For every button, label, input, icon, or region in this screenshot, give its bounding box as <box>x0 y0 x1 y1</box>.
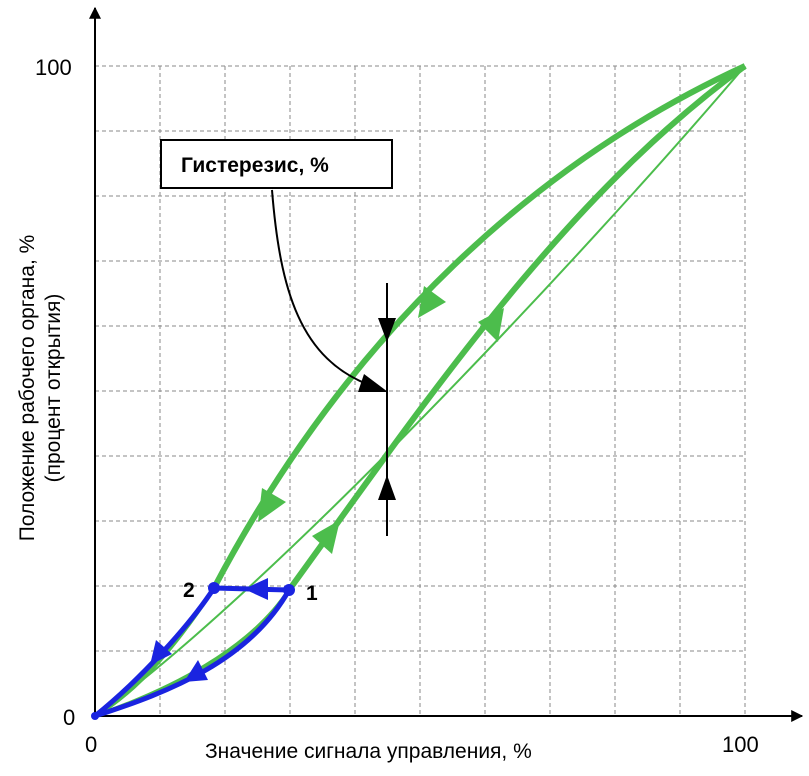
point-2-marker <box>208 582 220 594</box>
green-arrow-down-upper <box>418 286 446 318</box>
minor-loop-bottom <box>94 588 292 719</box>
x-axis-title: Значение сигнала управления, % <box>205 740 532 763</box>
blue-arrow-top <box>244 578 268 600</box>
origin-marker <box>91 712 99 720</box>
green-arrow-up-lower <box>312 520 340 554</box>
callout-box <box>160 139 393 189</box>
point-2-label: 2 <box>183 579 195 602</box>
x-tick-max: 100 <box>722 732 759 757</box>
blue-arrow-bottom <box>184 660 208 682</box>
green-arrow-up-upper <box>478 308 504 342</box>
center-curve <box>94 65 746 717</box>
measure-arrow-down <box>378 318 396 342</box>
ascending-branch <box>286 63 747 592</box>
x-tick-min: 0 <box>85 732 97 757</box>
callout-leader <box>271 189 373 387</box>
callout-leader-arrow <box>358 374 388 392</box>
point-1-marker <box>283 584 295 596</box>
y-axis-title-line2: (процент открытия) <box>42 294 65 483</box>
measure-arrow-up <box>378 475 396 500</box>
callout-text: Гистерезис, % <box>181 154 329 177</box>
y-tick-min: 0 <box>63 705 75 730</box>
descending-branch <box>211 63 747 590</box>
point-1-label: 1 <box>306 582 318 605</box>
grid <box>95 65 746 716</box>
green-arrow-down-lower <box>258 488 286 522</box>
y-tick-max: 100 <box>35 55 72 80</box>
y-axis-title-line1: Положение рабочего органа, % <box>16 235 39 542</box>
blue-arrow-left <box>150 640 172 665</box>
